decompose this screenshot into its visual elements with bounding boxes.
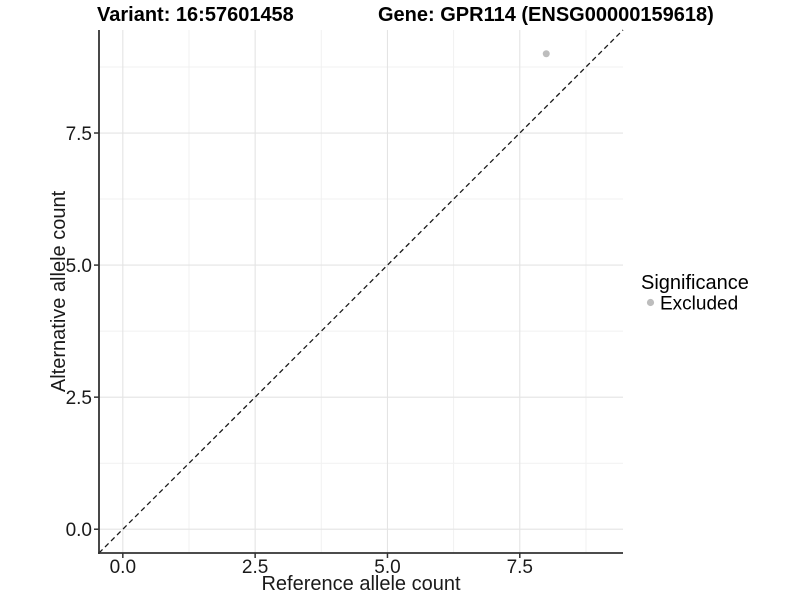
x-tick-label: 7.5 [507,557,533,578]
tick-marks [94,132,521,558]
y-tick-label: 7.5 [66,124,92,145]
x-tick-label: 2.5 [242,557,268,578]
minor-gridlines [99,30,623,553]
tick-labels: 0.0 2.5 5.0 7.5 0.0 2.5 5.0 7.5 [66,124,533,578]
data-points [542,50,550,58]
identity-reference-line [98,29,624,554]
y-tick-label: 2.5 [66,388,92,409]
scatter-point [542,50,550,58]
legend-title: Significance [641,272,749,294]
x-tick-label: 0.0 [110,557,136,578]
plot-title-variant: Variant: 16:57601458 [97,4,294,26]
dashed-identity-line [98,29,624,554]
x-tick-label: 5.0 [374,557,400,578]
major-gridlines [99,30,623,553]
legend: Significance Excluded [641,272,749,315]
y-axis-title: Alternative allele count [48,190,70,392]
y-tick-label: 5.0 [66,256,92,277]
axis-lines [98,30,623,554]
legend-item-excluded: Excluded [660,294,738,315]
plot-title-gene: Gene: GPR114 (ENSG00000159618) [378,4,714,26]
legend-marker-excluded-icon [646,298,655,307]
y-tick-label: 0.0 [66,520,92,541]
x-axis-title: Reference allele count [261,573,460,595]
